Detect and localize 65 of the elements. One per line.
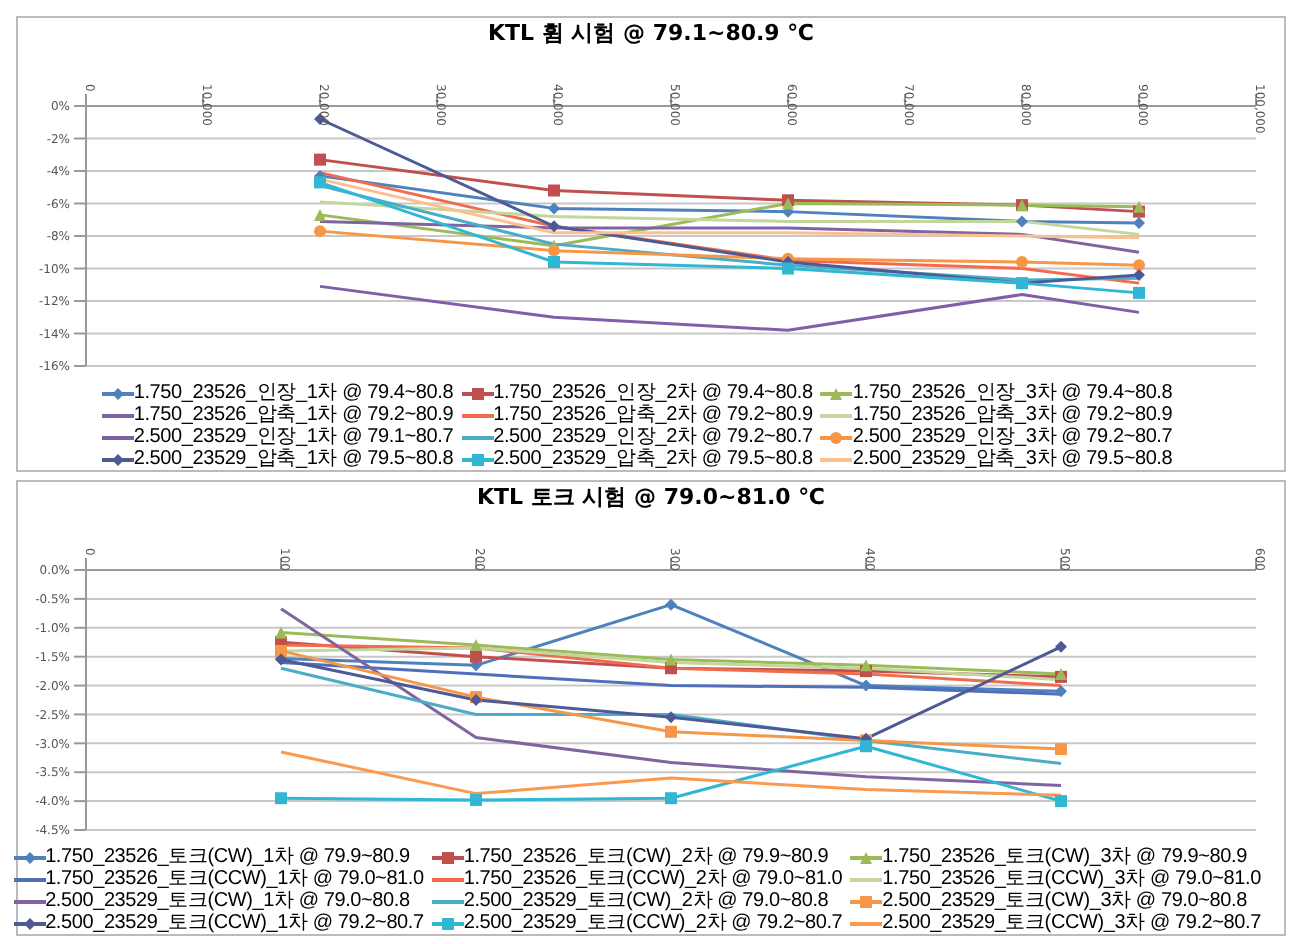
point — [665, 711, 677, 724]
point — [1133, 200, 1145, 213]
legend-label: 1.750_23526_토크(CW)_1차 @ 79.9~80.9 — [45, 846, 410, 868]
line-series — [279, 607, 1063, 788]
point — [860, 659, 872, 672]
point — [314, 208, 326, 221]
point — [1055, 640, 1067, 653]
point — [470, 639, 482, 652]
point — [275, 644, 287, 657]
point — [470, 650, 482, 663]
point — [1016, 256, 1028, 268]
legend-label: 2.500_23529_인장_2차 @ 79.2~80.7 — [493, 426, 813, 448]
chart-title: KTL 토크 시험 @ 79.0~81.0 ℃ — [474, 482, 827, 514]
legend-label: 2.500_23529_토크(CW)_3차 @ 79.0~80.8 — [882, 890, 1247, 912]
line-series — [279, 666, 1063, 766]
legend-label: 2.500_23529_인장_1차 @ 79.1~80.7 — [133, 426, 454, 448]
legend-label: 2.500_23529_토크(CCW)_1차 @ 79.2~80.7 — [45, 912, 424, 934]
point — [782, 262, 794, 275]
legend-label: 2.500_23529_토크(CCW)_3차 @ 79.2~80.7 — [882, 912, 1261, 934]
legend-label: 2.500_23529_인장_3차 @ 79.2~80.7 — [852, 426, 1173, 448]
legend-label: 1.750_23526_압축_3차 @ 79.2~80.9 — [852, 404, 1173, 426]
legend-label: 1.750_23526_압축_1차 @ 79.2~80.9 — [133, 404, 454, 426]
point — [314, 153, 326, 166]
legend-label: 1.750_23526_토크(CCW)_3차 @ 79.0~81.0 — [882, 868, 1261, 890]
legend-label: 2.500_23529_토크(CW)_2차 @ 79.0~80.8 — [463, 890, 829, 912]
legend-label: 2.500_23529_압축_1차 @ 79.5~80.8 — [133, 448, 454, 470]
point — [548, 184, 560, 197]
legend-label: 2.500_23529_토크(CW)_1차 @ 79.0~80.8 — [45, 890, 410, 912]
point — [665, 792, 677, 805]
point — [1133, 217, 1145, 229]
legend-label: 1.750_23526_인장_2차 @ 79.4~80.8 — [493, 382, 813, 404]
legend-label: 1.750_23526_인장_1차 @ 79.4~80.8 — [133, 382, 454, 404]
point — [548, 244, 560, 257]
point — [1055, 685, 1067, 698]
point — [548, 220, 560, 233]
point — [1016, 215, 1028, 228]
point — [548, 256, 560, 268]
point — [1133, 269, 1145, 281]
point — [665, 598, 677, 611]
line-series — [318, 200, 1141, 236]
point — [548, 202, 560, 215]
point — [665, 653, 677, 666]
point — [1133, 259, 1145, 272]
point — [665, 725, 677, 738]
legend-label: 2.500_23529_토크(CCW)_2차 @ 79.2~80.7 — [463, 912, 843, 934]
legend-label: 1.750_23526_토크(CW)_3차 @ 79.9~80.9 — [882, 846, 1247, 868]
legend-label: 1.750_23526_토크(CCW)_1차 @ 79.0~81.0 — [45, 868, 424, 890]
point — [1133, 286, 1145, 299]
line-series — [318, 284, 1141, 332]
point — [1055, 795, 1067, 808]
legend-label: 1.750_23526_인장_3차 @ 79.4~80.8 — [852, 382, 1173, 404]
point — [314, 225, 326, 238]
point — [275, 792, 287, 805]
point — [470, 793, 482, 806]
legend-label: 1.750_23526_압축_2차 @ 79.2~80.9 — [493, 404, 813, 426]
point — [314, 176, 326, 189]
legend-label: 2.500_23529_압축_2차 @ 79.5~80.8 — [493, 448, 813, 470]
point — [275, 626, 287, 639]
chart-title: KTL 휨 시험 @ 79.1~80.9 ℃ — [485, 18, 816, 50]
legend-label: 1.750_23526_토크(CCW)_2차 @ 79.0~81.0 — [463, 868, 843, 890]
point — [860, 679, 872, 692]
point — [1055, 743, 1067, 756]
legend-label: 1.750_23526_토크(CW)_2차 @ 79.9~80.9 — [463, 846, 829, 868]
legend-label: 2.500_23529_압축_3차 @ 79.5~80.8 — [852, 448, 1173, 470]
point — [860, 740, 872, 753]
